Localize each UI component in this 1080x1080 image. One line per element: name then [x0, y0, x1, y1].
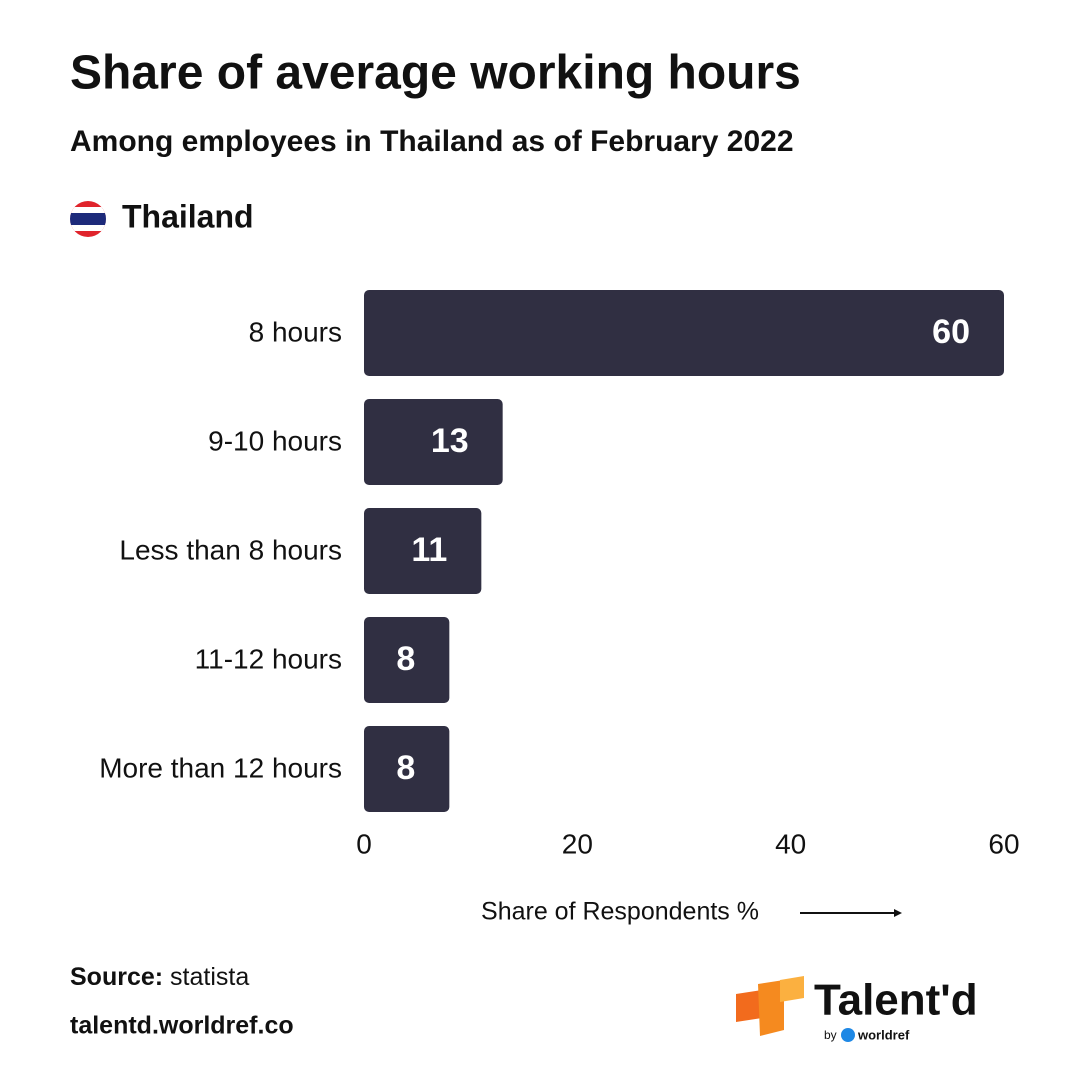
- logo-name: Talent'd: [814, 976, 978, 1025]
- website: talentd.worldref.co: [70, 1012, 294, 1040]
- bar: [364, 617, 450, 703]
- bar: [364, 508, 482, 594]
- bar: [364, 290, 1004, 376]
- y-tick-label: 11-12 hours: [195, 643, 342, 674]
- value-label: 8: [396, 749, 415, 787]
- y-tick-label: 9-10 hours: [208, 425, 342, 456]
- logo-brand: worldref: [857, 1027, 910, 1042]
- x-tick-label: 40: [775, 828, 806, 859]
- chart-subtitle: Among employees in Thailand as of Februa…: [70, 125, 794, 158]
- logo: Talent'd by worldref: [736, 976, 978, 1042]
- source: Source: statista: [70, 963, 249, 991]
- x-tick-label: 0: [356, 828, 372, 859]
- x-tick-label: 20: [562, 828, 593, 859]
- legend-label: Thailand: [122, 198, 254, 234]
- y-tick-label: Less than 8 hours: [119, 534, 342, 565]
- bar: [364, 726, 450, 812]
- axis-arrow-head: [894, 909, 902, 917]
- x-tick-label: 60: [988, 828, 1019, 859]
- logo-by: by: [824, 1028, 837, 1042]
- flag: [70, 201, 106, 237]
- value-label: 60: [932, 313, 970, 351]
- source-text: statista: [170, 963, 249, 991]
- source-label: Source:: [70, 963, 163, 991]
- value-label: 13: [431, 422, 469, 460]
- value-label: 8: [396, 640, 415, 678]
- bar: [364, 399, 503, 485]
- plot-area: 0 20 40 60 Share of Respondents % 8 hours 60 9-…: [99, 290, 1020, 926]
- y-tick-label: 8 hours: [249, 316, 342, 347]
- y-tick-label: More than 12 hours: [99, 752, 342, 783]
- value-label: 11: [411, 531, 447, 569]
- chart-title: Share of average working hours: [70, 47, 801, 100]
- x-axis-label: Share of Respondents %: [481, 898, 759, 926]
